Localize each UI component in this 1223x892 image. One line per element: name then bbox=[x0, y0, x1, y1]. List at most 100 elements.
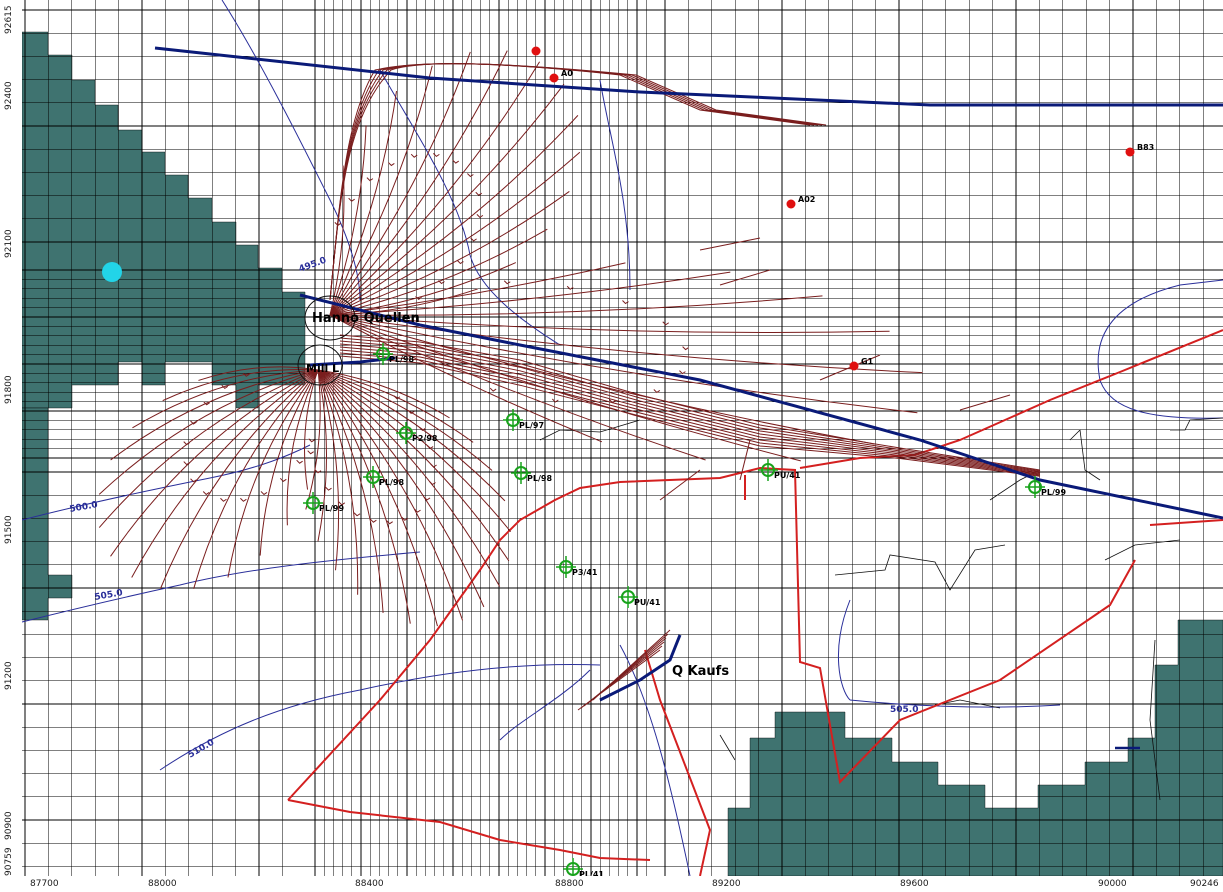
pathline-arrow bbox=[338, 501, 346, 506]
pathline bbox=[329, 191, 570, 316]
observation-point[interactable] bbox=[531, 46, 541, 56]
well-marker[interactable] bbox=[511, 462, 531, 484]
pathline bbox=[110, 369, 319, 557]
well-marker[interactable] bbox=[303, 492, 323, 514]
well-marker[interactable] bbox=[373, 343, 393, 365]
pathline-arrow bbox=[679, 370, 686, 375]
well-label: P2/98 bbox=[412, 434, 438, 443]
pathline bbox=[329, 50, 508, 316]
x-axis-tick-label: 88800 bbox=[555, 879, 584, 889]
well-label: PU/41 bbox=[774, 471, 801, 480]
pathline bbox=[329, 115, 579, 316]
well-label: PL/97 bbox=[519, 421, 544, 430]
pathline bbox=[329, 90, 398, 316]
pathline bbox=[159, 369, 319, 589]
kaufs-drain bbox=[599, 634, 682, 702]
y-axis-tick-label: 90900 bbox=[4, 811, 14, 840]
pathline-arrow bbox=[279, 477, 287, 482]
pathline bbox=[317, 369, 384, 613]
x-axis-tick-label: 89200 bbox=[712, 879, 741, 889]
observation-label: B83 bbox=[1137, 143, 1154, 152]
y-axis-tick-label: 92615 bbox=[4, 5, 14, 34]
pathline bbox=[329, 61, 541, 316]
pathline-arrow bbox=[467, 173, 474, 178]
pathline-arrow bbox=[622, 300, 629, 305]
pathline bbox=[227, 369, 319, 578]
pathline-arrow bbox=[296, 459, 303, 464]
observation-point[interactable] bbox=[849, 361, 859, 371]
pathline bbox=[110, 369, 319, 461]
observation-point[interactable] bbox=[549, 73, 559, 83]
pathline bbox=[317, 369, 328, 542]
pathline bbox=[339, 343, 1041, 474]
well-label: PL/98 bbox=[527, 474, 552, 483]
pathline bbox=[329, 63, 819, 301]
pathline-arrow bbox=[415, 296, 422, 301]
x-axis: 87700 88000 88400 88800 89200 89600 90000 90246 bbox=[0, 876, 1223, 892]
source-label: Mill L bbox=[306, 362, 339, 375]
pathline bbox=[317, 369, 506, 502]
pathline-arrow bbox=[203, 401, 210, 406]
well-marker[interactable] bbox=[363, 466, 383, 488]
well-marker[interactable] bbox=[618, 586, 638, 608]
pathline bbox=[317, 369, 493, 471]
pathline-arrow bbox=[366, 177, 374, 182]
well-label: PL/99 bbox=[319, 504, 344, 513]
pathline bbox=[286, 369, 319, 526]
y-axis-tick-label: 91500 bbox=[4, 515, 14, 544]
y-axis-tick-label: 92400 bbox=[4, 81, 14, 110]
pathline bbox=[339, 340, 1041, 473]
pathline bbox=[198, 366, 319, 381]
pathline-arrow bbox=[202, 491, 210, 496]
pathline bbox=[739, 439, 751, 481]
pathline bbox=[329, 314, 603, 443]
x-axis-tick-label: 90000 bbox=[1098, 879, 1127, 889]
well-marker[interactable] bbox=[556, 556, 576, 578]
contour-label: 510.0 bbox=[187, 738, 217, 761]
pathline bbox=[317, 369, 438, 627]
pathline bbox=[317, 369, 464, 621]
pathline-arrow bbox=[325, 486, 332, 491]
pathline bbox=[131, 369, 319, 578]
pathline-arrow bbox=[653, 389, 661, 394]
well-marker[interactable] bbox=[1025, 476, 1045, 498]
pathline bbox=[339, 334, 1041, 471]
observation-point[interactable] bbox=[786, 199, 796, 209]
well-marker[interactable] bbox=[503, 409, 523, 431]
contour-label: 500.0 bbox=[69, 500, 99, 515]
pathline-arrow bbox=[221, 385, 229, 390]
map-labels: PL/99 PL/98 P2/98 PL/98 PL/97 PL/98 PU/41 P3/41… bbox=[69, 46, 1154, 880]
contour-label: 505.0 bbox=[94, 588, 124, 603]
pathline bbox=[339, 355, 1041, 477]
misc-lines bbox=[539, 417, 1223, 801]
pathline-arrow bbox=[240, 497, 247, 502]
pathline-arrow bbox=[220, 497, 227, 502]
pathline-arrow bbox=[457, 260, 464, 265]
cyan-marker[interactable] bbox=[102, 262, 122, 282]
pathline-arrow bbox=[551, 398, 559, 403]
contour-label: 495.0 bbox=[298, 256, 328, 275]
pathline bbox=[329, 83, 565, 316]
pathline bbox=[304, 369, 319, 490]
well-label: PU/41 bbox=[634, 598, 661, 607]
pathline-arrow bbox=[566, 285, 574, 290]
pathline bbox=[329, 65, 433, 316]
pathline bbox=[329, 125, 367, 316]
pathline bbox=[317, 369, 501, 587]
well-marker[interactable] bbox=[758, 459, 778, 481]
x-axis-tick-label: 88000 bbox=[148, 879, 177, 889]
pathline-arrow bbox=[242, 372, 250, 377]
pathline-arrow bbox=[489, 387, 497, 392]
source-circles bbox=[297, 295, 356, 386]
pathline-arrow bbox=[433, 153, 440, 158]
pathline-arrow bbox=[401, 516, 409, 521]
pathline-arrow bbox=[452, 159, 460, 164]
pathline bbox=[317, 369, 510, 562]
x-axis-tick-label: 87700 bbox=[30, 879, 59, 889]
pathline bbox=[317, 369, 474, 443]
well-label: PL/98 bbox=[379, 478, 404, 487]
well-marker[interactable] bbox=[396, 422, 416, 444]
observation-point[interactable] bbox=[1125, 147, 1135, 157]
pathline-arrow bbox=[503, 280, 511, 285]
